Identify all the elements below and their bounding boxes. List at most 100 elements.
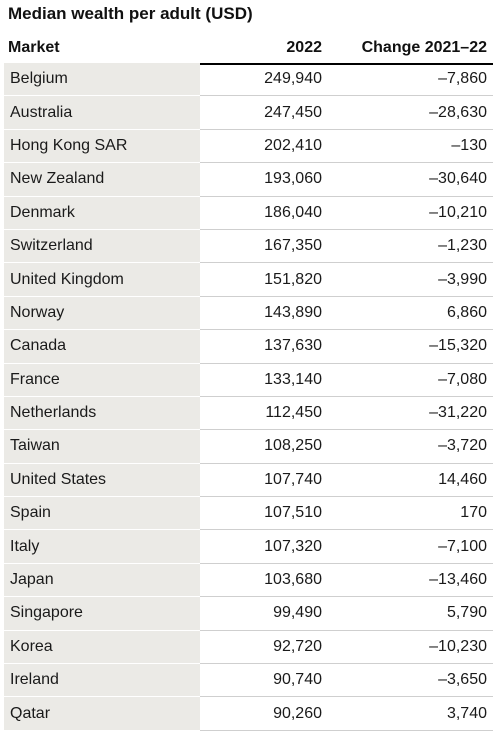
table-row: Belgium 249,940 –7,860 <box>4 63 493 97</box>
table-row: Canada 137,630 –15,320 <box>4 330 493 364</box>
value-2022-cell-text: 90,260 <box>273 704 322 722</box>
change-cell-text: 14,460 <box>438 470 487 488</box>
market-cell-text: Norway <box>10 303 65 321</box>
value-2022-cell: 151,820 <box>200 263 327 297</box>
market-cell: United Kingdom <box>4 263 200 297</box>
market-cell: Hong Kong SAR <box>4 129 200 164</box>
market-cell: United States <box>4 463 200 498</box>
value-2022-cell-text: 107,320 <box>264 537 322 555</box>
change-cell: 170 <box>327 497 493 531</box>
column-header-market: Market <box>8 39 60 56</box>
value-2022-cell: 112,450 <box>200 397 327 431</box>
change-cell: –10,230 <box>327 631 493 665</box>
value-2022-cell-text: 103,680 <box>264 571 322 589</box>
change-cell-text: –3,720 <box>438 437 487 455</box>
market-cell-text: Australia <box>10 103 73 121</box>
table-row: Korea 92,720 –10,230 <box>4 630 493 665</box>
value-2022-cell-text: 143,890 <box>264 303 322 321</box>
value-2022-cell-text: 107,510 <box>264 504 322 522</box>
market-cell-text: Belgium <box>10 70 68 88</box>
change-cell: –28,630 <box>327 96 493 130</box>
market-cell-text: Singapore <box>10 604 83 622</box>
market-cell: Italy <box>4 530 200 564</box>
market-cell: Norway <box>4 296 200 331</box>
market-cell: Qatar <box>4 697 200 731</box>
change-cell: –3,650 <box>327 664 493 698</box>
table-row: United States 107,740 14,460 <box>4 463 493 498</box>
value-2022-cell: 103,680 <box>200 564 327 598</box>
table-row: Spain 107,510 170 <box>4 497 493 531</box>
value-2022-cell-text: 202,410 <box>264 136 322 154</box>
market-cell-text: Switzerland <box>10 237 93 255</box>
change-cell-text: –10,210 <box>429 203 487 221</box>
table-row: New Zealand 193,060 –30,640 <box>4 163 493 197</box>
market-cell: Canada <box>4 330 200 364</box>
value-2022-cell-text: 193,060 <box>264 170 322 188</box>
market-cell-text: Qatar <box>10 704 51 722</box>
change-cell: 6,860 <box>327 297 493 331</box>
market-cell-text: United Kingdom <box>10 270 124 288</box>
market-cell-text: United States <box>10 470 107 488</box>
change-cell: –7,080 <box>327 364 493 397</box>
table-row: Australia 247,450 –28,630 <box>4 96 493 130</box>
value-2022-cell-text: 151,820 <box>264 270 322 288</box>
table-row: Ireland 90,740 –3,650 <box>4 664 493 698</box>
change-cell: 14,460 <box>327 464 493 498</box>
market-cell-text: New Zealand <box>10 170 105 188</box>
change-cell-text: –15,320 <box>429 337 487 355</box>
value-2022-cell: 108,250 <box>200 430 327 464</box>
column-header-2022: 2022 <box>286 39 322 56</box>
market-cell: Korea <box>4 630 200 665</box>
market-cell: New Zealand <box>4 163 200 197</box>
value-2022-cell-text: 133,140 <box>264 370 322 388</box>
table-row: Singapore 99,490 5,790 <box>4 597 493 631</box>
table-row: Norway 143,890 6,860 <box>4 296 493 331</box>
value-2022-cell-text: 137,630 <box>264 337 322 355</box>
market-cell-text: Taiwan <box>10 437 60 455</box>
table-row: Japan 103,680 –13,460 <box>4 563 493 598</box>
market-cell: Switzerland <box>4 229 200 264</box>
value-2022-cell: 99,490 <box>200 597 327 631</box>
value-2022-cell: 186,040 <box>200 197 327 230</box>
change-cell-text: –13,460 <box>429 571 487 589</box>
table-row: Denmark 186,040 –10,210 <box>4 196 493 230</box>
change-cell: –3,990 <box>327 263 493 297</box>
change-cell: –130 <box>327 130 493 164</box>
table-row: Italy 107,320 –7,100 <box>4 530 493 564</box>
market-cell-text: Denmark <box>10 203 75 221</box>
value-2022-cell: 247,450 <box>200 96 327 130</box>
market-cell: Ireland <box>4 664 200 698</box>
column-header-change: Change 2021–22 <box>361 39 487 56</box>
value-2022-cell: 137,630 <box>200 330 327 364</box>
market-cell-text: Ireland <box>10 671 59 689</box>
change-cell-text: –28,630 <box>429 103 487 121</box>
table-row: Switzerland 167,350 –1,230 <box>4 229 493 264</box>
change-cell-text: 6,860 <box>446 303 487 321</box>
market-cell: Singapore <box>4 597 200 631</box>
change-cell-text: 5,790 <box>446 604 487 622</box>
change-cell-text: 170 <box>460 504 487 522</box>
value-2022-cell: 143,890 <box>200 297 327 331</box>
value-2022-cell: 193,060 <box>200 163 327 197</box>
change-cell: –13,460 <box>327 564 493 598</box>
value-2022-cell-text: 90,740 <box>273 671 322 689</box>
market-cell: Spain <box>4 497 200 531</box>
table-title: Median wealth per adult (USD) <box>8 4 253 23</box>
change-cell: –10,210 <box>327 197 493 230</box>
value-2022-cell: 249,940 <box>200 63 327 97</box>
market-cell: Netherlands <box>4 396 200 431</box>
change-cell-text: –31,220 <box>429 404 487 422</box>
change-cell-text: –130 <box>451 136 487 154</box>
value-2022-cell: 90,740 <box>200 664 327 698</box>
value-2022-cell-text: 247,450 <box>264 103 322 121</box>
table-row: France 133,140 –7,080 <box>4 363 493 397</box>
change-cell-text: –3,650 <box>438 671 487 689</box>
table-body: Belgium 249,940 –7,860 Australia 247,450 –28,… <box>4 63 493 731</box>
change-cell-text: –1,230 <box>438 237 487 255</box>
table-row: Hong Kong SAR 202,410 –130 <box>4 129 493 164</box>
market-cell: Denmark <box>4 196 200 230</box>
value-2022-cell: 107,510 <box>200 497 327 531</box>
change-cell-text: –7,080 <box>438 370 487 388</box>
change-cell-text: –7,100 <box>438 537 487 555</box>
value-2022-cell: 167,350 <box>200 230 327 264</box>
